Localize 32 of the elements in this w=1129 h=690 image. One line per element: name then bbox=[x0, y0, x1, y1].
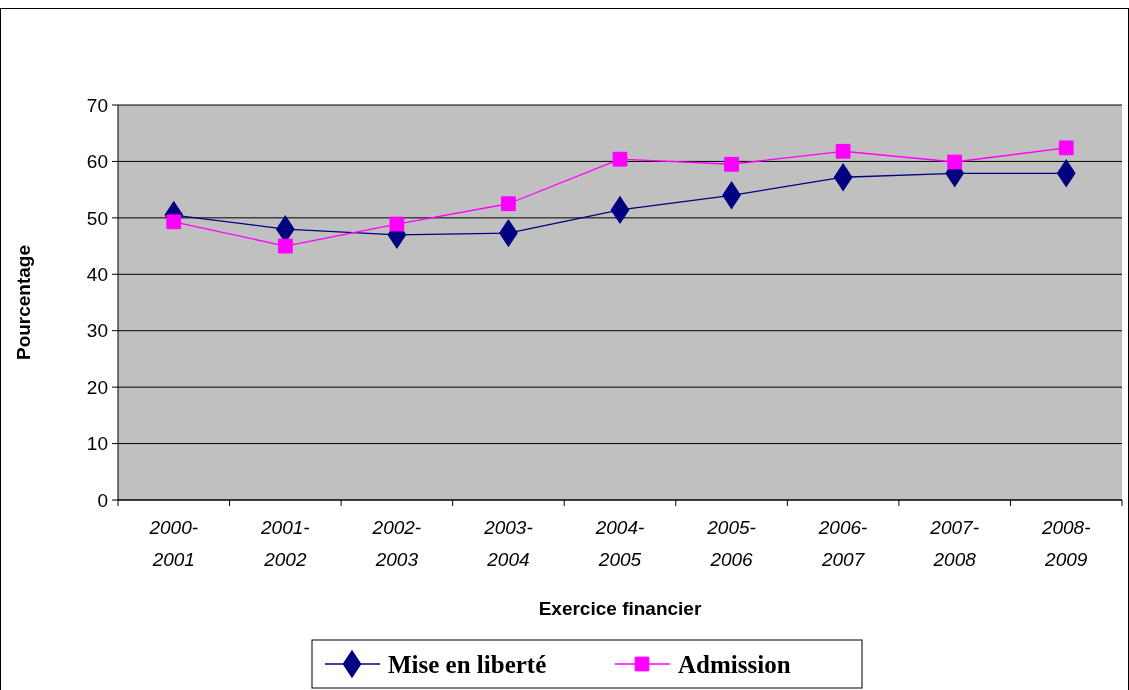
point bbox=[389, 216, 405, 232]
point bbox=[612, 151, 628, 167]
y-tick-label: 70 bbox=[86, 94, 108, 116]
y-tick-label: 50 bbox=[86, 207, 108, 229]
x-tick-label: 2006-2007 bbox=[817, 517, 868, 570]
y-tick-label: 10 bbox=[86, 433, 108, 455]
x-tick-label: 2001-2002 bbox=[260, 517, 310, 570]
y-tick-label: 40 bbox=[86, 263, 108, 285]
point bbox=[610, 196, 630, 224]
legend-label: Admission bbox=[678, 650, 791, 678]
x-tick-label: 2002-2003 bbox=[371, 517, 422, 570]
x-tick-label: 2004-2005 bbox=[594, 517, 645, 570]
x-tick-label: 2005-2006 bbox=[706, 517, 756, 570]
x-tick-label: 2007-2008 bbox=[929, 517, 979, 570]
y-tick-label: 60 bbox=[86, 151, 108, 173]
point bbox=[1058, 140, 1074, 156]
x-tick-label: 2008-2009 bbox=[1040, 517, 1091, 570]
point bbox=[1056, 159, 1076, 187]
y-tick-label: 20 bbox=[86, 376, 108, 398]
point bbox=[724, 156, 739, 172]
point bbox=[947, 154, 963, 170]
legend-label: Mise en liberté bbox=[388, 650, 547, 678]
point bbox=[277, 238, 293, 254]
y-tick-label: 0 bbox=[97, 489, 108, 511]
point bbox=[835, 143, 851, 159]
x-tick-label: 2003-2004 bbox=[483, 517, 533, 570]
y-axis-title: Pourcentage bbox=[13, 244, 34, 361]
x-axis-title: Exercice financier bbox=[538, 598, 702, 619]
point bbox=[833, 163, 853, 191]
x-tick-label: 2000-2001 bbox=[148, 517, 199, 570]
point bbox=[501, 196, 516, 212]
y-tick-label: 30 bbox=[86, 320, 108, 342]
